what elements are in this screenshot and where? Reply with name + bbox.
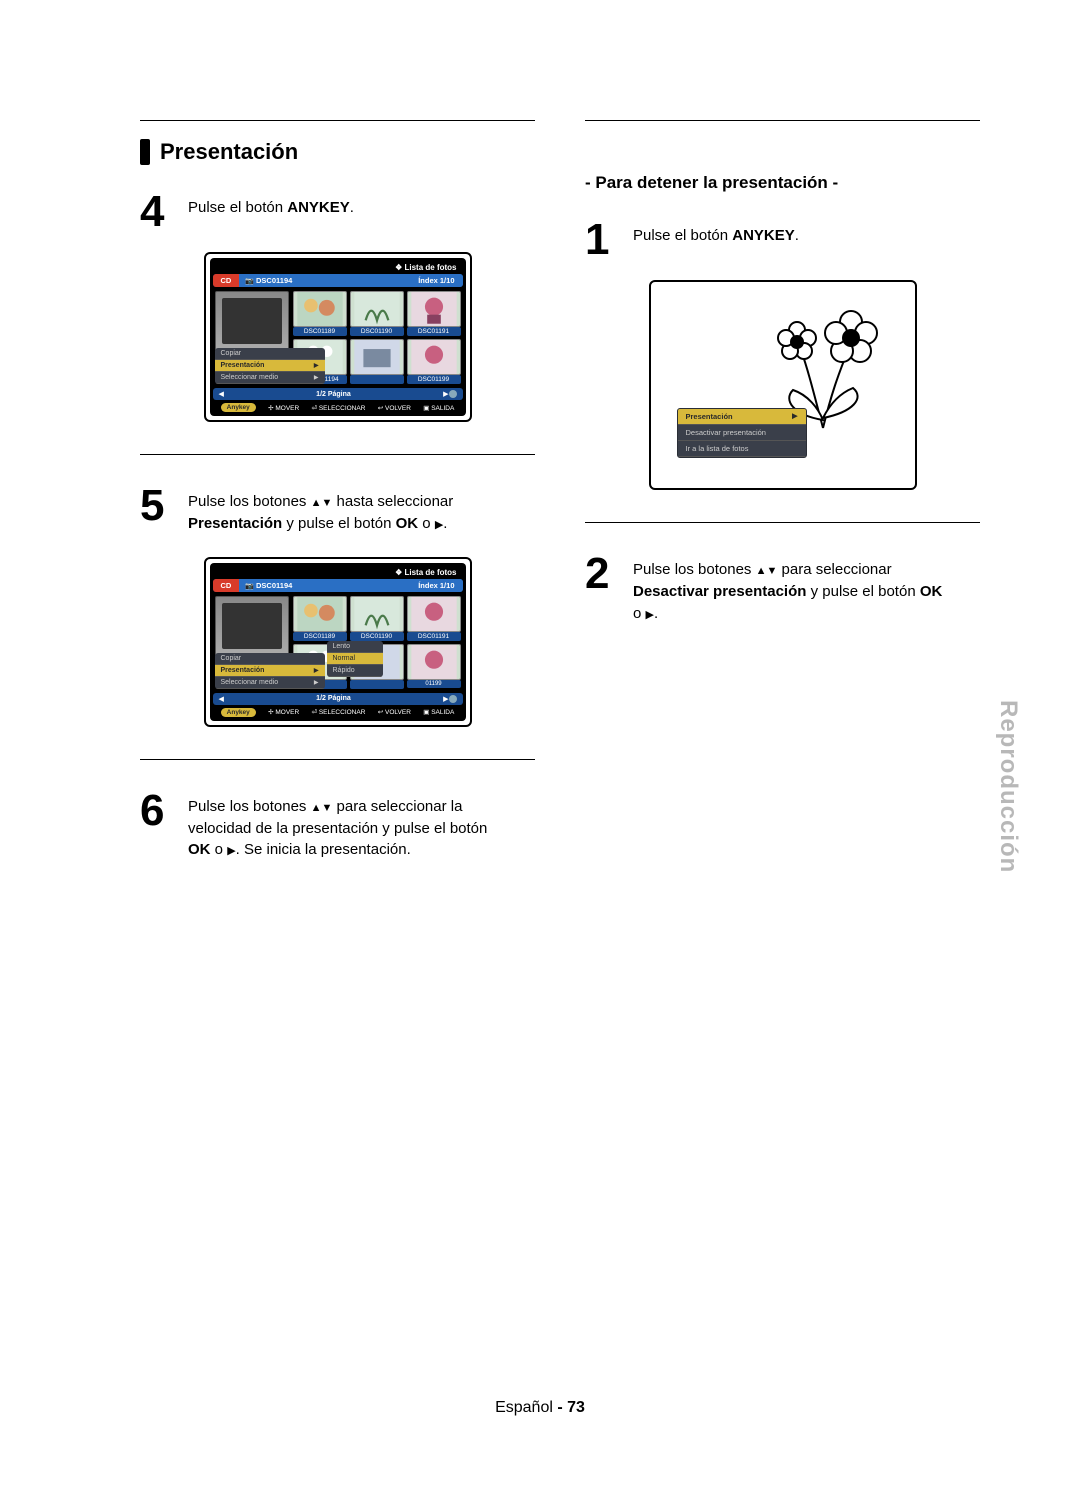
tv2-topbar: CD DSC01194 Índex 1/10 [213, 579, 463, 592]
step-1-right: 1 Pulse el botón ANYKEY. [585, 221, 980, 258]
rule-top-left [140, 120, 535, 121]
section-bar-icon [140, 139, 150, 165]
step-2-right: 2 Pulse los botones para seleccionar Des… [585, 555, 980, 624]
tv2-title: Lista de fotos [213, 566, 463, 579]
step-1-text: Pulse el botón ANYKEY. [633, 221, 799, 247]
tv1-thumb [350, 291, 404, 327]
tv2-preview [215, 596, 289, 656]
tv1-footer: Anykey ✢ MOVER ⏎ SELECCIONAR ↩ VOLVER ▣ … [213, 400, 463, 413]
step-5-number: 5 [140, 487, 174, 524]
rule-mid-right [585, 522, 980, 523]
step-4: 4 Pulse el botón ANYKEY. [140, 193, 535, 230]
rule-mid-left-2 [140, 759, 535, 760]
tv1-thumb [350, 339, 404, 375]
tv1-thumb [407, 339, 461, 375]
step-6: 6 Pulse los botones para seleccionar la … [140, 792, 535, 861]
left-column: Presentación 4 Pulse el botón ANYKEY. Li… [140, 120, 535, 883]
step-1-number: 1 [585, 221, 619, 258]
right-column: - Para detener la presentación - 1 Pulse… [585, 120, 980, 883]
step-2-number: 2 [585, 555, 619, 592]
heading-presentacion: Presentación [160, 139, 298, 165]
tv1-title: Lista de fotos [213, 261, 463, 274]
flower-context-menu: Presentación▶ Desactivar presentación Ir… [677, 408, 807, 458]
tv-flower-screenshot: Presentación▶ Desactivar presentación Ir… [649, 280, 917, 490]
tv2-context-menu: Copiar Presentación▶ Seleccionar medio▶ [215, 653, 325, 689]
sub-heading-stop: - Para detener la presentación - [585, 173, 980, 193]
section-title: Presentación [140, 139, 535, 165]
tv2-submenu-speed: Lento Normal Rápido [327, 641, 383, 677]
page-footer: Español - 73 [0, 1399, 1080, 1417]
side-section-label: Reproducción [994, 700, 1022, 873]
step-5-text: Pulse los botones hasta seleccionar Pres… [188, 487, 453, 535]
step-6-number: 6 [140, 792, 174, 829]
tv1-thumb [407, 291, 461, 327]
step-4-text: Pulse el botón ANYKEY. [188, 193, 354, 219]
step-6-text: Pulse los botones para seleccionar la ve… [188, 792, 487, 861]
tv1-topbar: CD DSC01194 Índex 1/10 [213, 274, 463, 287]
rule-top-right [585, 120, 980, 121]
tv-screenshot-2: Lista de fotos CD DSC01194 Índex 1/10 [204, 557, 472, 727]
step-5: 5 Pulse los botones hasta seleccionar Pr… [140, 487, 535, 535]
tv1-preview [215, 291, 289, 351]
step-2-text: Pulse los botones para seleccionar Desac… [633, 555, 942, 624]
rule-mid-left-1 [140, 454, 535, 455]
tv1-context-menu: Copiar Presentación▶ Seleccionar medio▶ [215, 348, 325, 384]
step-4-number: 4 [140, 193, 174, 230]
tv1-thumb [293, 291, 347, 327]
tv1-pager: ◀1/2 Página▶ [213, 388, 463, 400]
tv-screenshot-1: Lista de fotos CD DSC01194 Índex 1/10 [204, 252, 472, 422]
